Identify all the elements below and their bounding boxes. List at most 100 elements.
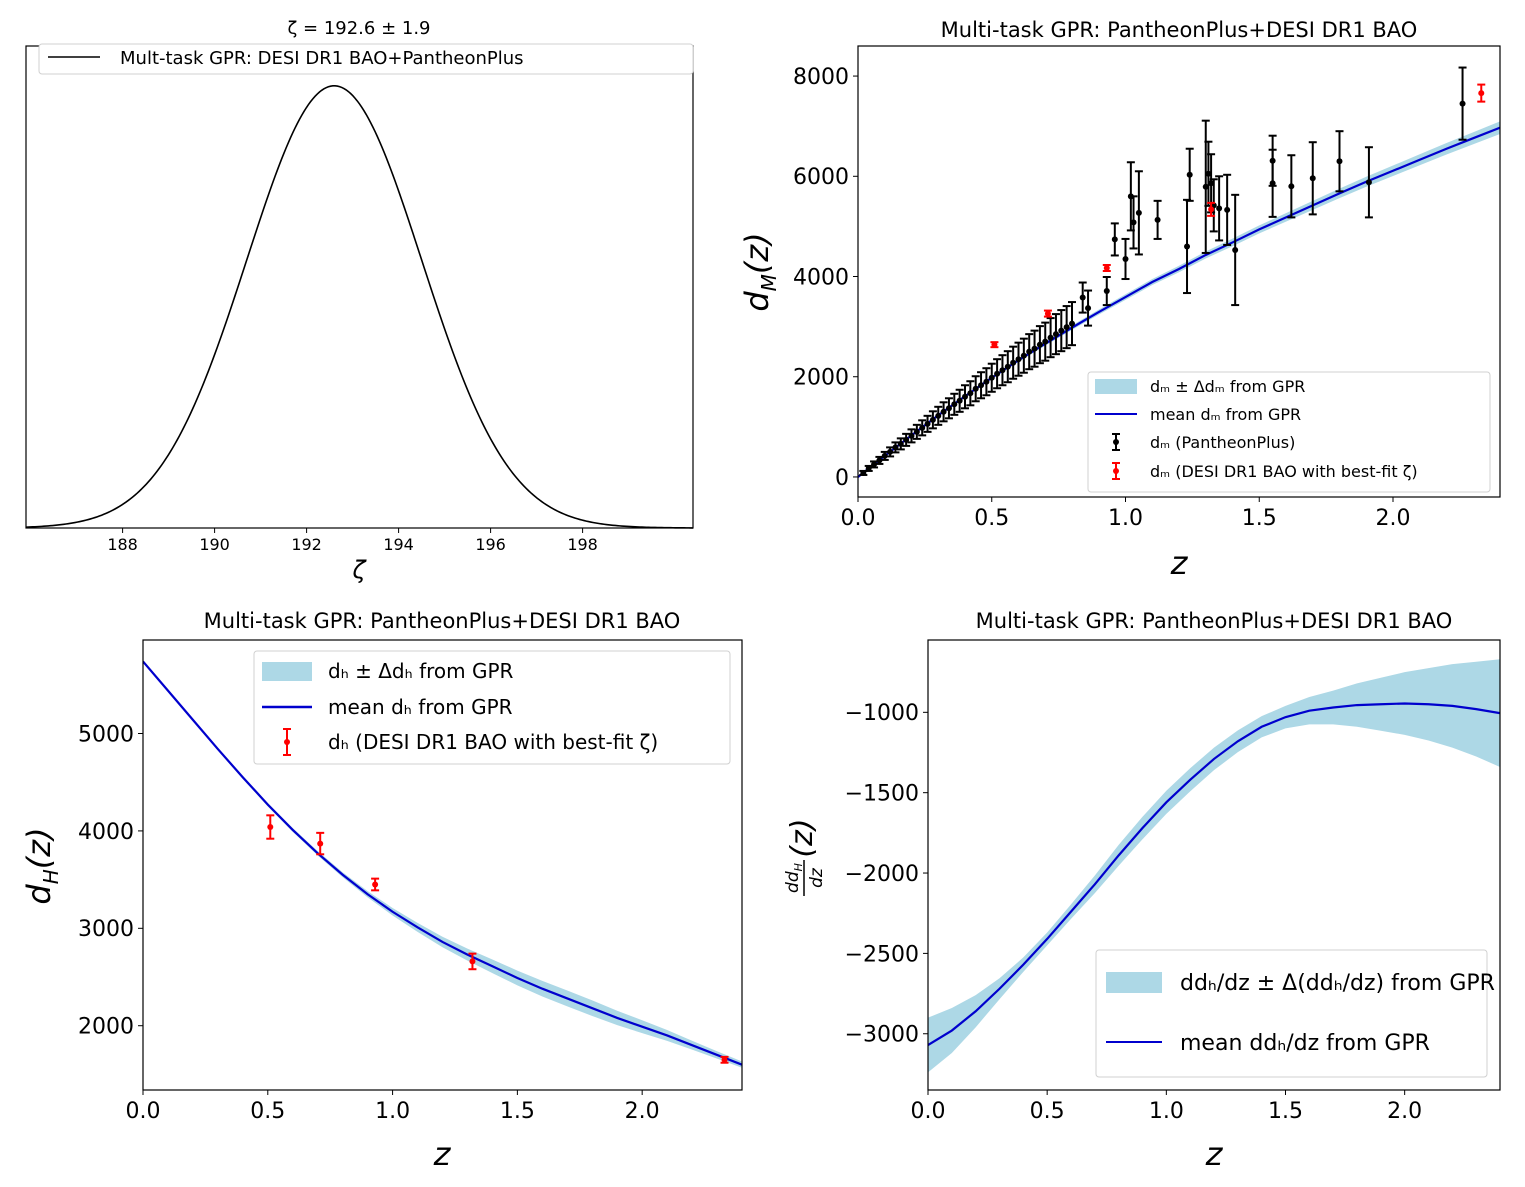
data-point <box>1111 236 1118 243</box>
x-ticks: 0.0 0.5 1.0 1.5 2.0 <box>126 1090 660 1124</box>
x-tick-label: 2.0 <box>1387 1099 1422 1124</box>
data-point <box>1135 209 1142 216</box>
pantheon-point <box>993 358 1002 390</box>
legend-marker <box>284 739 290 745</box>
data-point <box>1063 324 1070 331</box>
data-point <box>1478 90 1485 97</box>
pantheon-point <box>987 362 996 393</box>
pantheon-point <box>1009 345 1018 380</box>
y-tick-label: 0 <box>835 466 849 491</box>
pantheon-point <box>961 384 969 410</box>
pantheon-point <box>1231 193 1240 307</box>
data-point <box>1154 216 1161 223</box>
pantheon-point <box>1046 317 1055 359</box>
pantheon-point <box>1019 337 1028 374</box>
pantheon-point <box>1102 276 1111 307</box>
pantheon-point <box>1041 321 1050 362</box>
data-point <box>1026 348 1033 355</box>
data-point <box>1208 206 1215 213</box>
pantheon-point <box>1030 329 1039 368</box>
pantheon-point <box>1458 66 1467 141</box>
y-axis-label: dM(z) <box>738 232 781 311</box>
posterior-curve <box>25 85 694 529</box>
data-point <box>1224 206 1231 213</box>
panel-title: Multi-task GPR: PantheonPlus+DESI DR1 BA… <box>204 609 681 633</box>
panel-title: Multi-task GPR: PantheonPlus+DESI DR1 BA… <box>941 18 1418 42</box>
dH-panel: Multi-task GPR: PantheonPlus+DESI DR1 BA… <box>20 609 743 1173</box>
data-point <box>1288 183 1295 190</box>
pantheon-point <box>1153 199 1162 240</box>
y-tick-label: −1000 <box>845 701 919 726</box>
x-tick-label: 198 <box>567 535 598 554</box>
y-tick-label: 2000 <box>78 1015 134 1040</box>
desi-point <box>371 877 380 892</box>
data-point <box>1103 264 1110 271</box>
data-point <box>978 382 985 389</box>
data-point <box>967 390 974 397</box>
data-point <box>988 374 995 381</box>
data-point <box>962 393 968 400</box>
desi-point <box>720 1055 729 1064</box>
pantheon-point <box>966 380 975 407</box>
pantheon-point <box>896 437 905 451</box>
pantheon-point <box>912 423 921 440</box>
pantheon-point <box>1078 281 1087 314</box>
pantheon-point <box>1364 146 1373 219</box>
pantheon-point <box>1062 305 1071 350</box>
x-tick-label: 188 <box>107 535 138 554</box>
pantheon-point <box>939 401 948 423</box>
data-point <box>1365 179 1372 186</box>
pantheon-point <box>1134 170 1143 256</box>
data-point <box>1058 327 1065 334</box>
data-point <box>1459 100 1466 107</box>
y-axis-label: dH(z) <box>20 827 63 904</box>
data-point <box>1004 363 1011 370</box>
x-tick-label: 2.0 <box>625 1099 660 1124</box>
pantheon-point <box>1003 350 1012 384</box>
pantheon-point <box>998 354 1007 387</box>
legend-label: dₘ ± Δdₘ from GPR <box>1150 377 1305 396</box>
y-tick-label: −2000 <box>845 862 919 887</box>
desi-point <box>1102 263 1111 272</box>
legend: dₕ ± Δdₕ from GPR mean dₕ from GPR dₕ (DES… <box>253 650 731 765</box>
data-point <box>865 465 872 472</box>
desi-point <box>1043 309 1052 318</box>
legend-band-swatch <box>262 662 312 681</box>
data-point <box>924 420 931 427</box>
legend-label: mean ddₕ/dz from GPR <box>1180 1031 1430 1056</box>
plot-area <box>858 66 1500 478</box>
x-tick-label: 194 <box>383 535 414 554</box>
pantheon-point <box>923 414 932 433</box>
axes-frame <box>857 45 1501 498</box>
pantheon-point <box>1223 173 1232 246</box>
data-point <box>945 405 952 412</box>
data-point <box>994 370 1001 377</box>
panel-title: ζ = 192.6 ± 1.9 <box>288 18 431 39</box>
x-axis-label: z <box>1170 544 1189 582</box>
desi-point <box>1477 83 1486 103</box>
data-point <box>1047 334 1054 341</box>
x-ticks: 0.0 0.5 1.0 1.5 2.0 <box>841 497 1411 531</box>
y-tick-label: 8000 <box>793 65 849 90</box>
zeta-posterior-panel: ζ = 192.6 ± 1.9 188 190 192 194 196 198 ζ Mul… <box>25 18 694 584</box>
data-point <box>913 428 920 435</box>
y-tick-label: 2000 <box>793 366 849 391</box>
plot-area <box>928 659 1500 1073</box>
x-tick-label: 0.5 <box>974 506 1009 531</box>
x-tick-label: 1.0 <box>1149 1099 1184 1124</box>
pantheon-point <box>1057 309 1066 353</box>
pantheon-point <box>1287 154 1296 219</box>
data-point <box>1015 356 1022 363</box>
data-point <box>1031 345 1038 352</box>
data-point <box>317 840 324 847</box>
desi-point <box>266 814 275 840</box>
y-tick-label: −3000 <box>845 1023 919 1048</box>
y-ticks: 0 2000 4000 6000 8000 <box>793 65 858 491</box>
legend-label: mean dₘ from GPR <box>1150 405 1301 424</box>
data-point <box>1036 341 1043 348</box>
data-point <box>1186 171 1193 178</box>
x-tick-label: 2.0 <box>1376 506 1411 531</box>
pantheon-point <box>1335 130 1344 193</box>
plot-area <box>143 660 742 1068</box>
data-point <box>1079 294 1086 301</box>
